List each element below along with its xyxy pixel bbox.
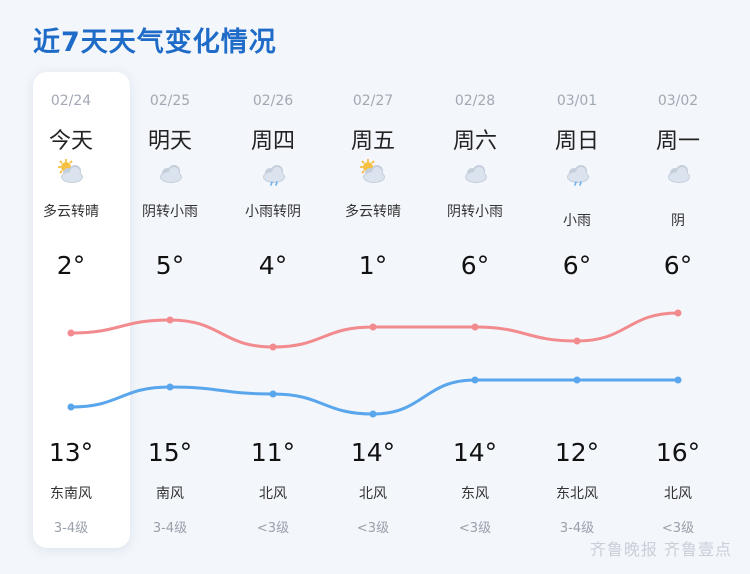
wind-level: <3级 [356,521,390,536]
cloud-icon [459,157,491,187]
day-column-02-25[interactable]: 02/25 明天阴转小雨 5° 15° 南风 3-4级 [120,72,220,548]
lower-temperature: 12° [554,438,600,467]
cloud-icon [662,157,694,187]
lower-temperature-point [369,410,377,418]
lower-temperature-point [269,390,277,398]
wind-level: 3-4级 [152,521,188,536]
upper-temperature-point [573,337,581,345]
lower-temperature: 14° [452,438,498,467]
condition-text: 多云转晴 [345,204,401,220]
day-column-02-26[interactable]: 02/26 周四小雨转阴 4° 11° 北风 <3级 [223,72,323,548]
wind-level: <3级 [256,521,290,536]
upper-temperature: 5° [155,251,185,280]
partly-cloudy-sun-icon [357,157,389,187]
rain-cloud-icon [561,157,593,187]
upper-temperature: 2° [56,251,86,280]
upper-temperature: 1° [358,251,388,280]
date-label: 02/28 [454,93,496,109]
wind-direction: 北风 [664,486,692,502]
lower-temperature: 11° [250,438,296,467]
upper-temperature: 6° [562,251,592,280]
wind-direction: 东南风 [50,486,92,502]
upper-temperature-point [166,316,174,324]
upper-temperature: 6° [663,251,693,280]
upper-temperature: 4° [258,251,288,280]
wind-direction: 东北风 [556,486,598,502]
upper-temperature-point [269,343,277,351]
lower-temperature: 16° [655,438,701,467]
date-label: 02/27 [352,93,394,109]
wind-level: <3级 [458,521,492,536]
wind-direction: 北风 [359,486,387,502]
day-label: 周日 [554,129,599,154]
lower-temperature: 15° [147,438,193,467]
day-label: 今天 [48,129,93,154]
day-label: 周五 [350,129,395,154]
condition-text: 小雨 [563,213,591,229]
lower-temperature-line [70,378,678,416]
upper-temperature: 6° [460,251,490,280]
condition-text: 小雨转阴 [245,204,301,220]
day-label: 周一 [655,129,700,154]
date-label: 02/26 [252,93,294,109]
date-label: 02/25 [149,93,191,109]
day-label: 周六 [452,129,497,154]
upper-temperature-point [674,309,682,317]
lower-temperature: 13° [48,438,94,467]
wind-direction: 南风 [156,486,184,502]
condition-text: 多云转晴 [43,204,99,220]
condition-text: 阴转小雨 [447,204,503,220]
rain-cloud-icon [257,157,289,187]
lower-temperature: 14° [350,438,396,467]
date-label: 02/24 [50,93,92,109]
lower-temperature-point [471,376,479,384]
upper-temperature-point [369,323,377,331]
day-label: 明天 [147,129,192,154]
day-column-03-01[interactable]: 03/01 周日小雨 6° 12° 东北风 3-4级 [527,72,627,548]
cloud-icon [154,157,186,187]
wind-direction: 东风 [461,486,489,502]
partly-cloudy-sun-icon [55,157,87,187]
wind-level: 3-4级 [53,521,89,536]
condition-text: 阴 [671,213,685,229]
day-column-02-28[interactable]: 02/28 周六阴转小雨 6° 14° 东风 <3级 [425,72,525,548]
today-highlight-card [33,72,130,548]
watermark: 齐鲁晚报 齐鲁壹点 [589,540,732,559]
upper-temperature-point [471,323,479,331]
day-label: 周四 [250,129,295,154]
lower-temperature-point [573,376,581,384]
day-column-03-02[interactable]: 03/02 周一阴 6° 16° 北风 <3级 [628,72,728,548]
condition-text: 阴转小雨 [142,204,198,220]
date-label: 03/02 [657,93,699,109]
wind-direction: 北风 [259,486,287,502]
date-label: 03/01 [556,93,598,109]
day-column-02-24[interactable]: 02/24 今天多云转晴 2° 13° 东南风 3-4级 [21,72,121,548]
lower-temperature-point [674,376,682,384]
wind-level: <3级 [661,521,695,536]
wind-level: 3-4级 [559,521,595,536]
lower-temperature-point [67,403,75,411]
page-title: 近7天天气变化情况 [33,27,277,58]
lower-temperature-point [166,383,174,391]
day-column-02-27[interactable]: 02/27 周五多云转晴 1° 14° 北风 <3级 [323,72,423,548]
upper-temperature-point [67,329,75,337]
